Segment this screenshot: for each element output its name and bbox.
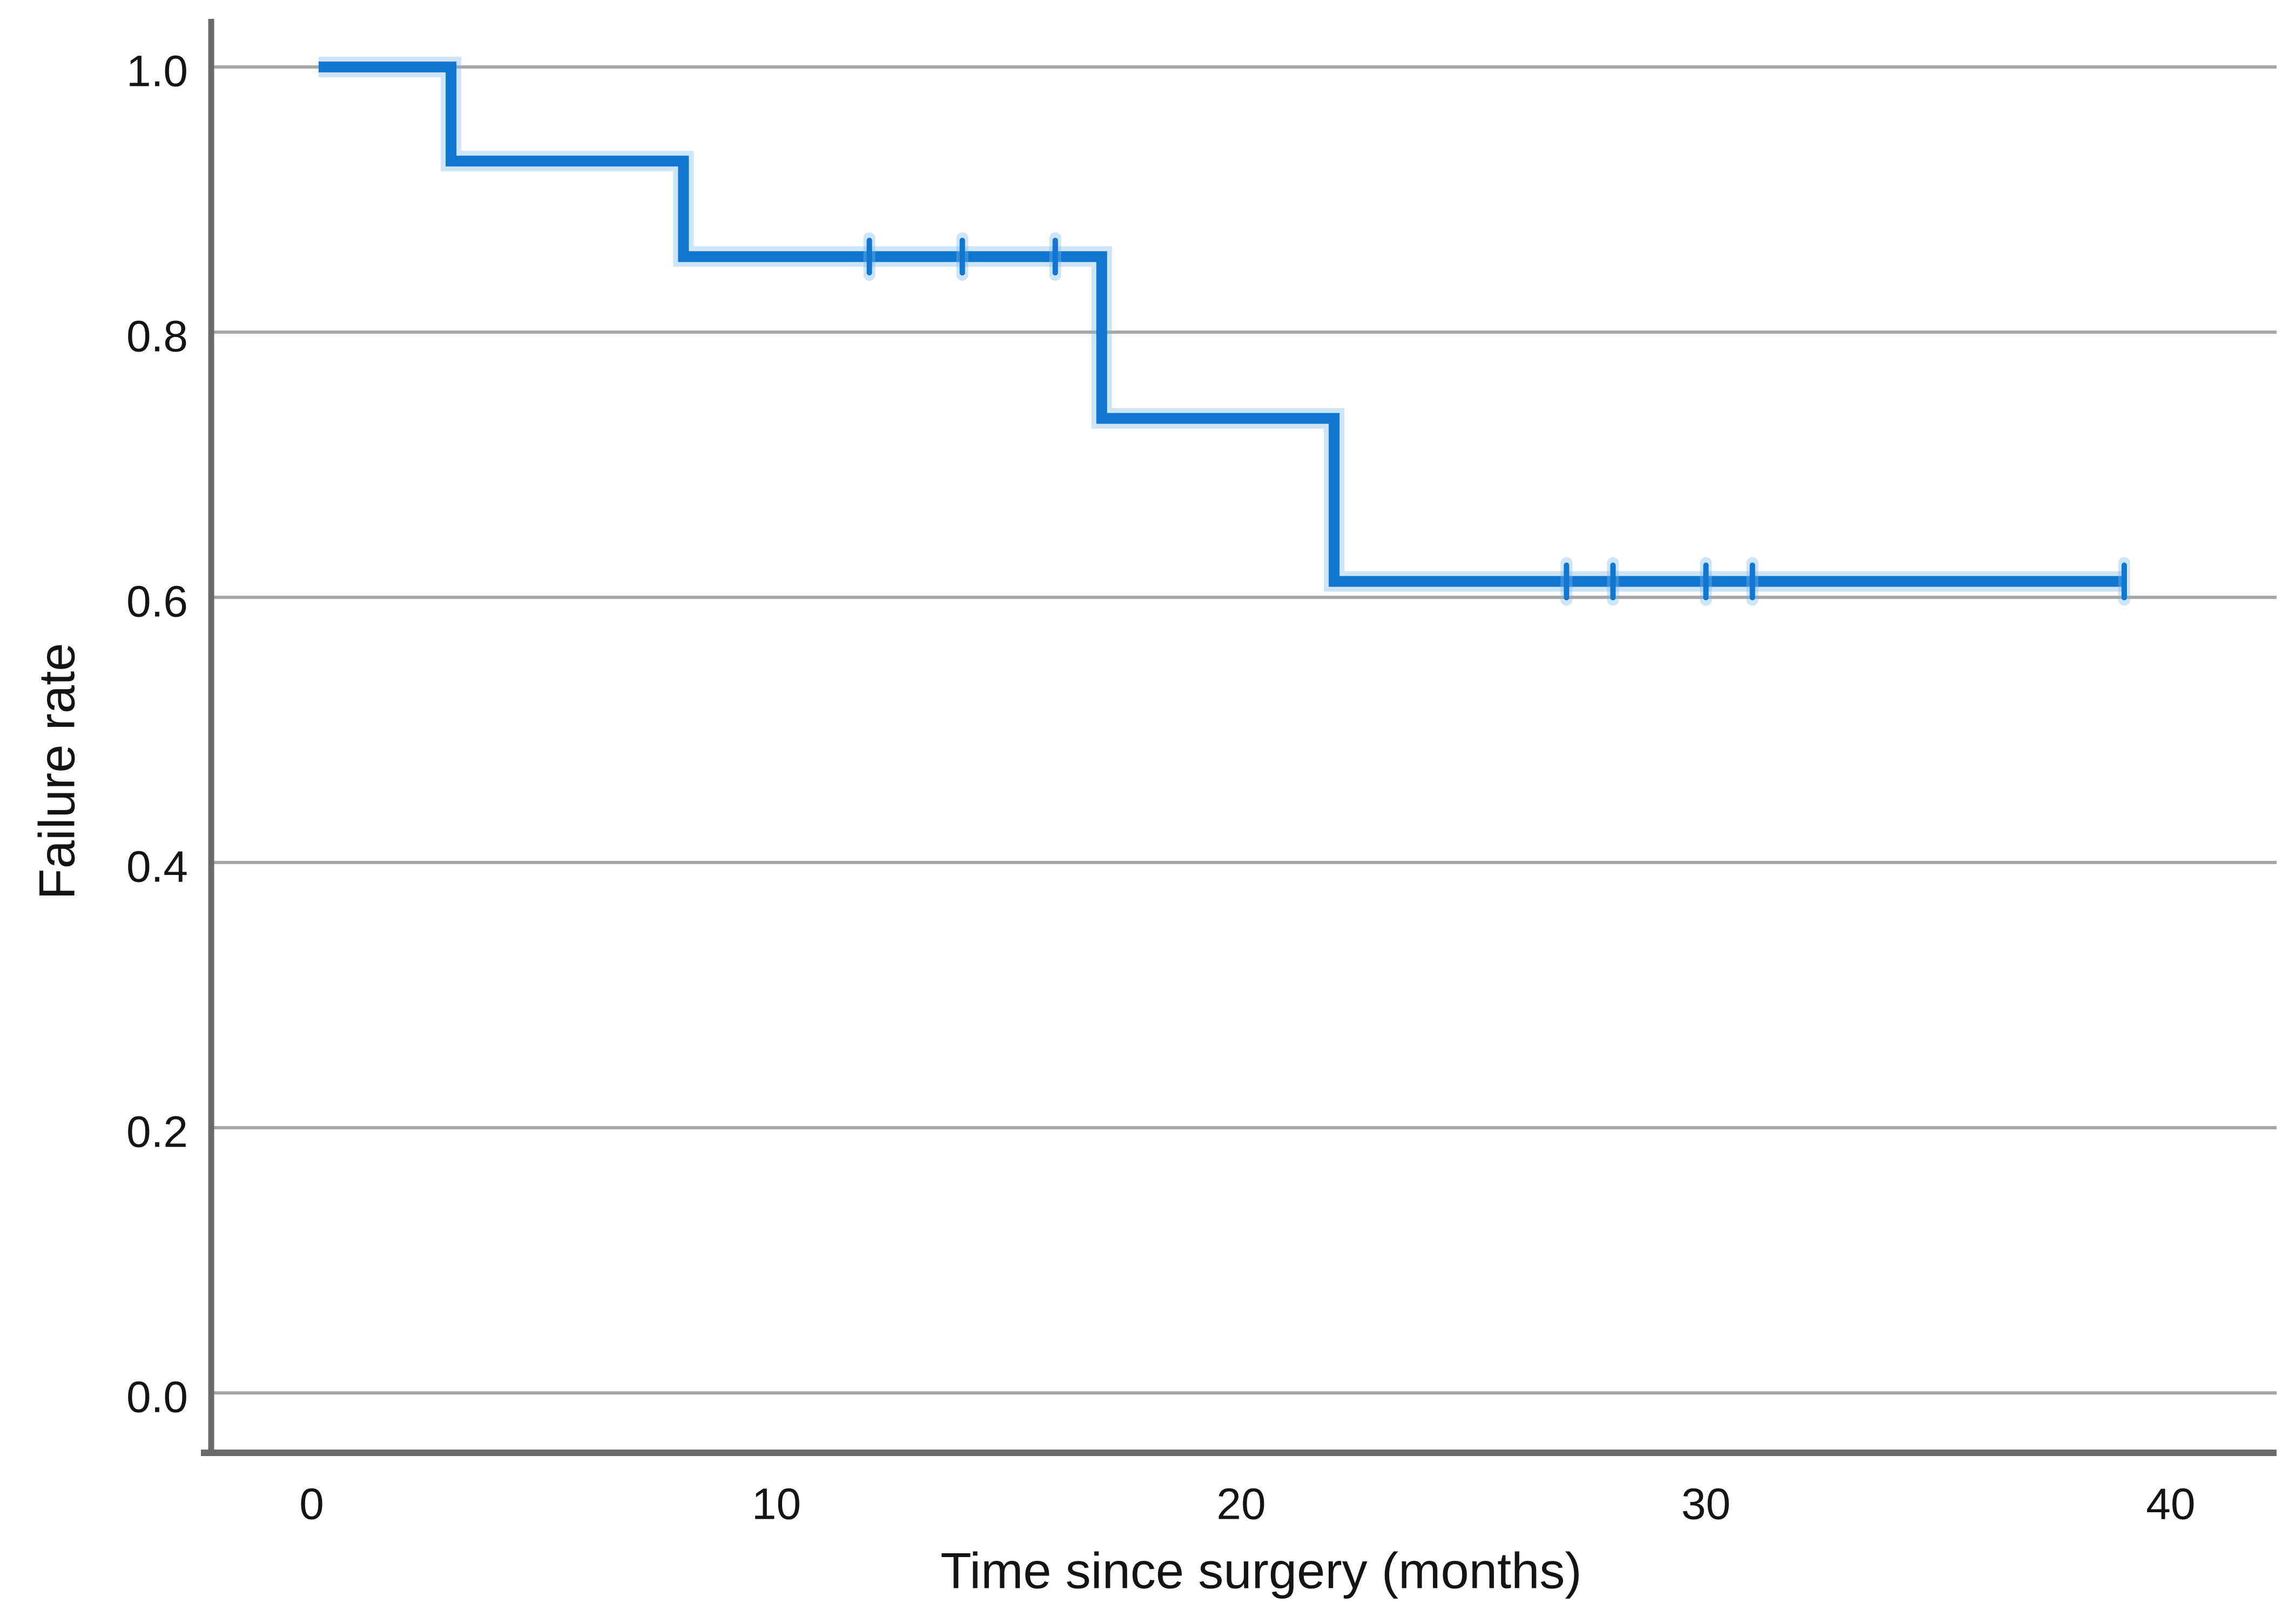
x-tick-label-20: 20: [1216, 1480, 1265, 1529]
x-axis-title: Time since surgery (months): [940, 1542, 1581, 1599]
x-tick-label-40: 40: [2146, 1480, 2195, 1529]
y-tick-label-0.6: 0.6: [126, 577, 188, 627]
survival-curve: [318, 62, 2124, 587]
y-axis-title: Failure rate: [29, 643, 85, 899]
y-tick-label-0.4: 0.4: [126, 843, 188, 892]
x-tick-label-30: 30: [1681, 1480, 1731, 1529]
y-tick-label-0.2: 0.2: [126, 1108, 188, 1157]
y-tick-label-0.0: 0.0: [126, 1373, 188, 1422]
x-axis-tick-labels: 0 10 20 30 40: [299, 1480, 2195, 1529]
y-tick-label-0.8: 0.8: [126, 312, 188, 361]
censor-ticks: [863, 232, 2130, 606]
y-axis-tick-labels: 1.0 0.8 0.6 0.4 0.2 0.0: [126, 47, 188, 1422]
y-tick-label-1.0: 1.0: [126, 47, 188, 96]
gridlines: [211, 65, 2277, 1395]
x-tick-label-0: 0: [299, 1480, 324, 1529]
x-tick-label-10: 10: [752, 1480, 801, 1529]
survival-curve-halo: [318, 57, 2124, 592]
